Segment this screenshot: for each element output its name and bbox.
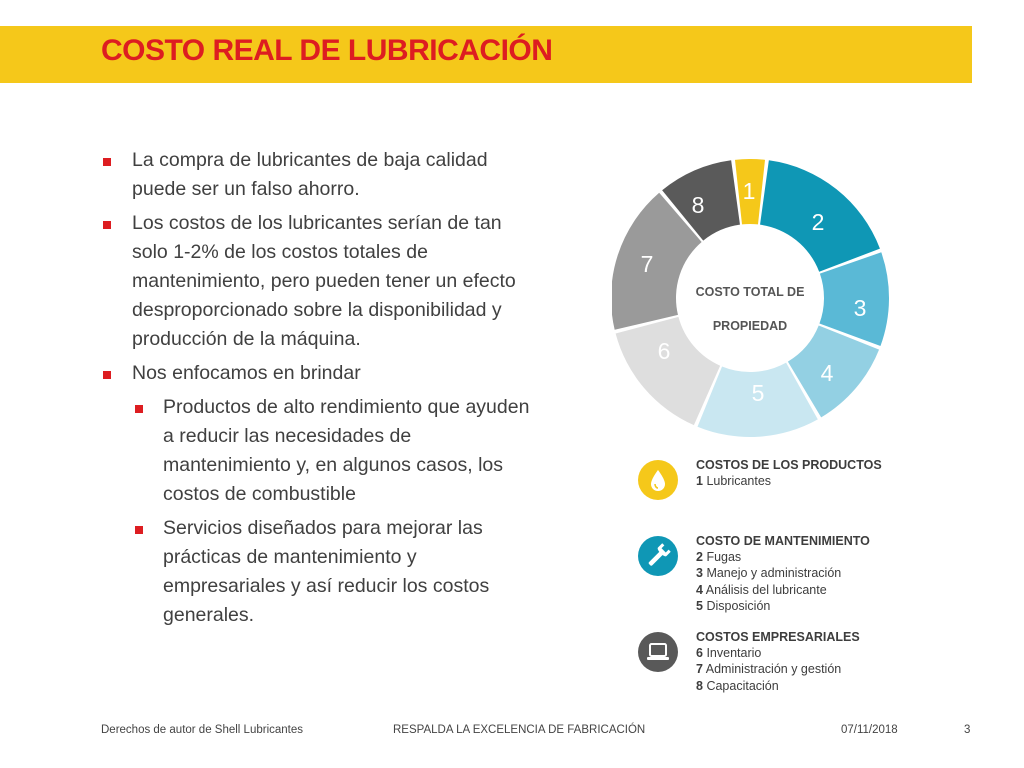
donut-segment-3 <box>819 252 889 346</box>
donut-segment-2 <box>760 160 880 272</box>
donut-segment-label: 4 <box>821 360 834 386</box>
footer-tagline: RESPALDA LA EXCELENCIA DE FABRICACIÓN <box>393 724 646 736</box>
donut-segment-label: 1 <box>743 178 756 204</box>
legend-item: 1 Lubricantes <box>696 474 772 489</box>
donut-segment-7 <box>612 192 702 330</box>
donut-segment-1 <box>734 159 766 225</box>
legend-heading: COSTOS DE LOS PRODUCTOS <box>696 458 882 472</box>
bullet-square-icon <box>103 371 111 379</box>
sub-bullet-item: Servicios diseñados para mejorar las prá… <box>100 514 540 630</box>
sub-bullet-text: Servicios diseñados para mejorar las prá… <box>163 517 490 626</box>
donut-segment-4 <box>787 325 880 418</box>
title-bar <box>0 26 972 83</box>
legend-text: COSTO DE MANTENIMIENTO 2 Fugas 3 Manejo … <box>696 533 870 614</box>
donut-center-label-1: COSTO TOTAL DE <box>696 285 805 299</box>
footer-date: 07/11/2018 <box>841 724 898 736</box>
slide-title: COSTO REAL DE LUBRICACIÓN <box>101 34 553 67</box>
bullet-square-icon <box>135 405 143 413</box>
legend-item: 2 Fugas <box>696 550 742 565</box>
legend-text: COSTOS DE LOS PRODUCTOS 1 Lubricantes <box>696 457 882 489</box>
donut-segment-5 <box>697 362 818 438</box>
legend-item: 4 Análisis del lubricante <box>696 582 827 597</box>
legend-item: 8 Capacitación <box>696 678 779 693</box>
laptop-icon <box>638 632 678 672</box>
footer-copyright: Derechos de autor de Shell Lubricantes <box>101 724 304 736</box>
legend-item: 5 Disposición <box>696 598 771 613</box>
bullet-text: La compra de lubricantes de baja calidad… <box>132 149 488 200</box>
legend-text: COSTOS EMPRESARIALES 6 Inventario 7 Admi… <box>696 629 860 694</box>
bullet-item: La compra de lubricantes de baja calidad… <box>100 146 540 204</box>
legend-heading: COSTO DE MANTENIMIENTO <box>696 534 870 548</box>
bullet-item: Los costos de los lubricantes serían de … <box>100 209 540 354</box>
donut-segment-label: 3 <box>854 295 867 321</box>
donut-segment-6 <box>615 316 721 426</box>
donut-segment-8 <box>662 160 740 241</box>
donut-segment-label: 6 <box>658 338 671 364</box>
bullet-square-icon <box>103 158 111 166</box>
bullet-item: Nos enfocamos en brindar <box>100 359 540 388</box>
oil-drop-icon <box>638 460 678 500</box>
donut-segment-label: 5 <box>752 380 765 406</box>
bullet-text: Nos enfocamos en brindar <box>132 362 361 384</box>
bullet-list: La compra de lubricantes de baja calidad… <box>100 146 540 635</box>
legend-item: 3 Manejo y administración <box>696 566 842 581</box>
bullet-text: Los costos de los lubricantes serían de … <box>132 212 516 350</box>
sub-bullet-item: Productos de alto rendimiento que ayuden… <box>100 393 540 509</box>
bullet-square-icon <box>103 221 111 229</box>
legend-item: 7 Administración y gestión <box>696 662 842 677</box>
legend-item: 6 Inventario <box>696 646 762 661</box>
donut-segment-label: 8 <box>692 192 705 218</box>
donut-segment-label: 7 <box>641 251 654 277</box>
footer-page-number: 3 <box>964 724 971 736</box>
wrench-icon <box>638 536 678 576</box>
bullet-square-icon <box>135 526 143 534</box>
cost-donut-diagram: 1 2 3 4 5 6 7 8 COSTO TOTAL DE PROPIEDAD <box>612 159 889 438</box>
donut-segment-label: 2 <box>812 209 825 235</box>
legend-heading: COSTOS EMPRESARIALES <box>696 630 860 644</box>
donut-center-label-2: PROPIEDAD <box>713 319 787 333</box>
sub-bullet-text: Productos de alto rendimiento que ayuden… <box>163 396 530 505</box>
